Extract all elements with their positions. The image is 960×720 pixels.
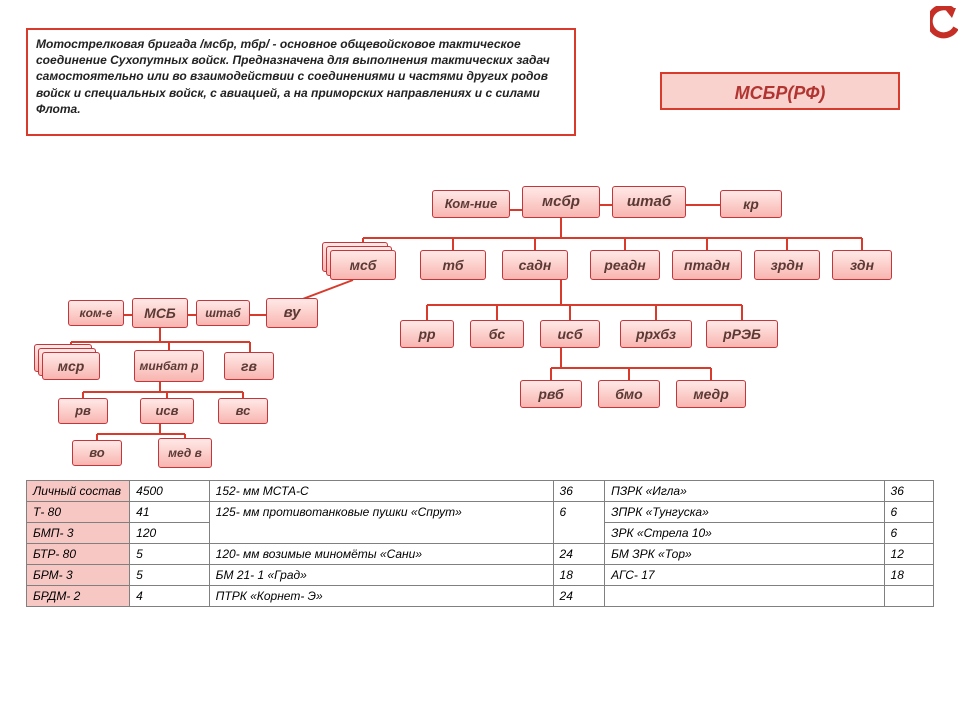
table-cell: 6 [553, 502, 605, 544]
node-gv: гв [224, 352, 274, 380]
table-row: Личный состав4500152- мм МСТА-С36ПЗРК «И… [27, 481, 934, 502]
node-msr: мср [42, 352, 100, 380]
node-msbr: мсбр [522, 186, 600, 218]
node-readn: реадн [590, 250, 660, 280]
node-bmo: бмо [598, 380, 660, 408]
table-cell: 18 [884, 565, 933, 586]
table-cell: 120- мм возимые миномёты «Сани» [209, 544, 553, 565]
node-shtab2: штаб [196, 300, 250, 326]
table-row: БТР- 805120- мм возимые миномёты «Сани»2… [27, 544, 934, 565]
node-kome: ком-е [68, 300, 124, 326]
table-cell: БМП- 3 [27, 523, 130, 544]
node-medv: мед в [158, 438, 212, 468]
description-box: Мотострелковая бригада /мсбр, тбр/ - осн… [26, 28, 576, 136]
table-cell: 24 [553, 544, 605, 565]
table-cell: Личный состав [27, 481, 130, 502]
table-cell: 125- мм противотанковые пушки «Спрут» [209, 502, 553, 544]
table-cell: 41 [130, 502, 210, 523]
node-tb: тб [420, 250, 486, 280]
table-cell: БРМ- 3 [27, 565, 130, 586]
node-zdn: здн [832, 250, 892, 280]
table-cell: ПЗРК «Игла» [605, 481, 884, 502]
node-rvb: рвб [520, 380, 582, 408]
table-cell: 12 [884, 544, 933, 565]
table-cell: 4 [130, 586, 210, 607]
node-vo: во [72, 440, 122, 466]
node-sadn: садн [502, 250, 568, 280]
node-medr: медр [676, 380, 746, 408]
table-cell: ЗРК «Стрела 10» [605, 523, 884, 544]
table-cell: 152- мм МСТА-С [209, 481, 553, 502]
node-zrdn: зрдн [754, 250, 820, 280]
table-cell: 5 [130, 565, 210, 586]
table-cell: 5 [130, 544, 210, 565]
node-kr: кр [720, 190, 782, 218]
table-row: БРМ- 35БМ 21- 1 «Град»18АГС- 1718 [27, 565, 934, 586]
table-cell: 36 [884, 481, 933, 502]
node-rreb: рРЭБ [706, 320, 778, 348]
table-cell: БМ 21- 1 «Град» [209, 565, 553, 586]
node-ptadn: птадн [672, 250, 742, 280]
table-cell: 6 [884, 523, 933, 544]
equipment-table: Личный состав4500152- мм МСТА-С36ПЗРК «И… [26, 480, 934, 607]
node-MSB: МСБ [132, 298, 188, 328]
table-cell: 18 [553, 565, 605, 586]
node-rr: рр [400, 320, 454, 348]
table-cell: 36 [553, 481, 605, 502]
node-shtab1: штаб [612, 186, 686, 218]
table-cell: ПТРК «Корнет- Э» [209, 586, 553, 607]
table-cell: АГС- 17 [605, 565, 884, 586]
table-row: Т- 8041125- мм противотанковые пушки «Сп… [27, 502, 934, 523]
table-cell: БМ ЗРК «Тор» [605, 544, 884, 565]
node-komnie: Ком-ние [432, 190, 510, 218]
table-cell: Т- 80 [27, 502, 130, 523]
node-isb: исб [540, 320, 600, 348]
node-vu: ву [266, 298, 318, 328]
back-arrow-icon[interactable] [930, 6, 958, 40]
diagram-title: МСБР(РФ) [660, 72, 900, 110]
node-bs: бс [470, 320, 524, 348]
table-row: БРДМ- 24ПТРК «Корнет- Э»24 [27, 586, 934, 607]
table-cell [605, 586, 884, 607]
node-isv: исв [140, 398, 194, 424]
table-cell: БРДМ- 2 [27, 586, 130, 607]
table-cell: 4500 [130, 481, 210, 502]
node-rrhbz: ррхбз [620, 320, 692, 348]
node-msb_stack: мсб [330, 250, 396, 280]
table-cell: 24 [553, 586, 605, 607]
node-minbatr: минбат р [134, 350, 204, 382]
node-vs: вс [218, 398, 268, 424]
table-cell [884, 586, 933, 607]
table-cell: 6 [884, 502, 933, 523]
node-rv: рв [58, 398, 108, 424]
table-cell: ЗПРК «Тунгуска» [605, 502, 884, 523]
table-cell: 120 [130, 523, 210, 544]
table-cell: БТР- 80 [27, 544, 130, 565]
